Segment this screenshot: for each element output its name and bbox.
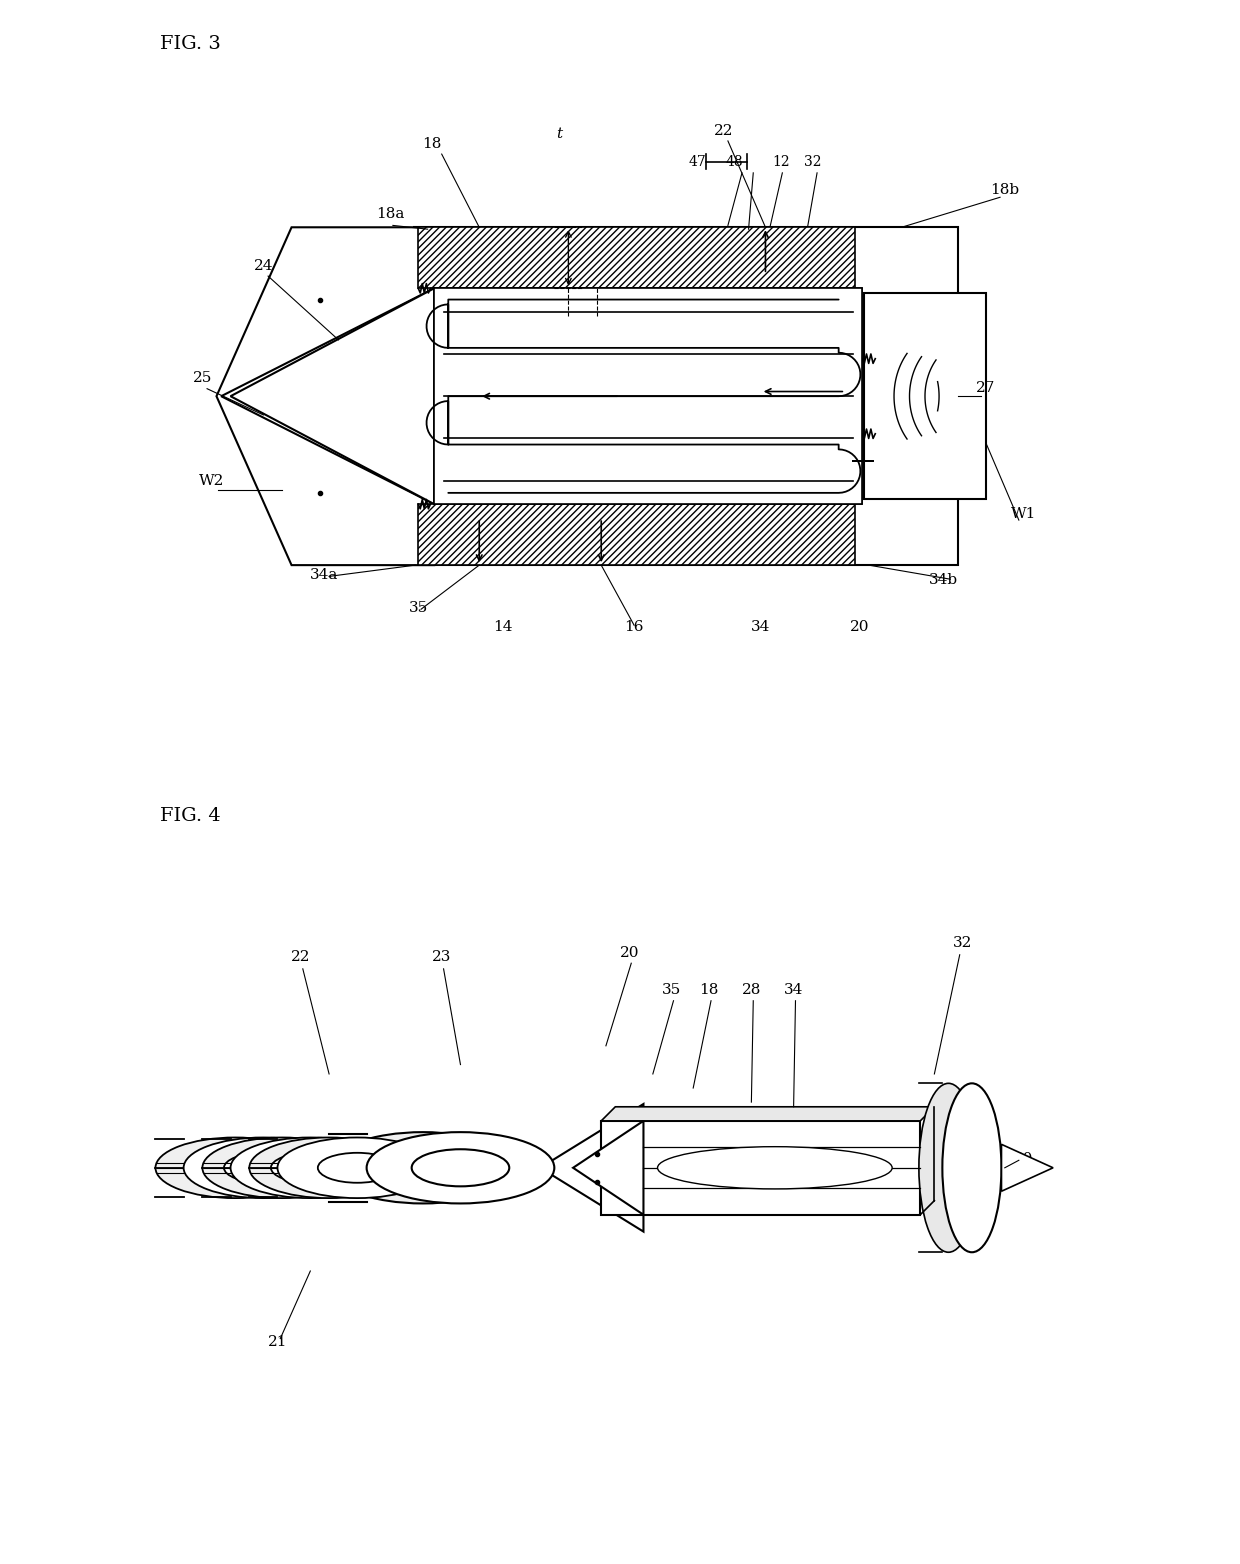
Ellipse shape [919, 1084, 978, 1253]
Text: 12: 12 [773, 155, 790, 169]
Ellipse shape [942, 1084, 1002, 1253]
Text: 20: 20 [620, 946, 639, 960]
Text: 35: 35 [662, 984, 681, 998]
Text: W2: W2 [200, 474, 224, 488]
Polygon shape [573, 1121, 644, 1215]
Polygon shape [1002, 1145, 1053, 1192]
Ellipse shape [317, 1153, 397, 1182]
Text: 21: 21 [268, 1336, 288, 1350]
Bar [414, 227, 957, 565]
Text: FIG. 3: FIG. 3 [160, 34, 221, 53]
Text: 22: 22 [713, 124, 733, 138]
Text: 34: 34 [784, 984, 804, 998]
Text: 32: 32 [804, 155, 821, 169]
Ellipse shape [224, 1153, 303, 1182]
Text: 27: 27 [976, 380, 996, 394]
Text: 48: 48 [725, 155, 743, 169]
Polygon shape [601, 1107, 935, 1121]
Text: 24: 24 [254, 258, 273, 272]
Text: 23: 23 [432, 951, 451, 965]
Ellipse shape [231, 1137, 391, 1198]
Text: 18b: 18b [991, 183, 1019, 197]
Text: 28: 28 [742, 984, 761, 998]
Ellipse shape [412, 1150, 510, 1187]
Text: 18: 18 [699, 984, 719, 998]
FancyBboxPatch shape [601, 1121, 920, 1215]
Text: 34b: 34b [929, 572, 959, 586]
Text: 30: 30 [1014, 1153, 1033, 1167]
Polygon shape [231, 288, 434, 504]
Text: 34: 34 [751, 619, 770, 633]
Text: W1: W1 [1011, 507, 1037, 521]
Bar [434, 288, 862, 504]
Bar [418, 504, 854, 565]
Bar [434, 288, 862, 504]
Bar [434, 288, 862, 504]
Ellipse shape [249, 1137, 409, 1198]
Ellipse shape [278, 1137, 436, 1198]
Bar [418, 227, 854, 288]
Text: 22: 22 [291, 951, 311, 965]
Bar [864, 292, 986, 499]
Text: 18a: 18a [376, 206, 404, 221]
Text: 16: 16 [624, 619, 644, 633]
Ellipse shape [184, 1137, 343, 1198]
Polygon shape [541, 1104, 644, 1231]
Ellipse shape [270, 1153, 350, 1182]
Text: 14: 14 [494, 619, 512, 633]
Ellipse shape [367, 1132, 554, 1203]
Text: 35: 35 [409, 601, 428, 615]
Text: 18: 18 [423, 136, 441, 150]
Text: FIG. 4: FIG. 4 [160, 807, 221, 824]
Ellipse shape [657, 1146, 892, 1189]
Text: 34a: 34a [310, 568, 339, 582]
Text: t: t [556, 127, 562, 141]
Ellipse shape [155, 1137, 315, 1198]
Ellipse shape [329, 1132, 517, 1203]
Polygon shape [217, 227, 434, 565]
Ellipse shape [202, 1137, 362, 1198]
Text: 25: 25 [192, 371, 212, 385]
Text: 47: 47 [688, 155, 706, 169]
Text: 32: 32 [952, 937, 972, 951]
Text: 20: 20 [849, 619, 869, 633]
